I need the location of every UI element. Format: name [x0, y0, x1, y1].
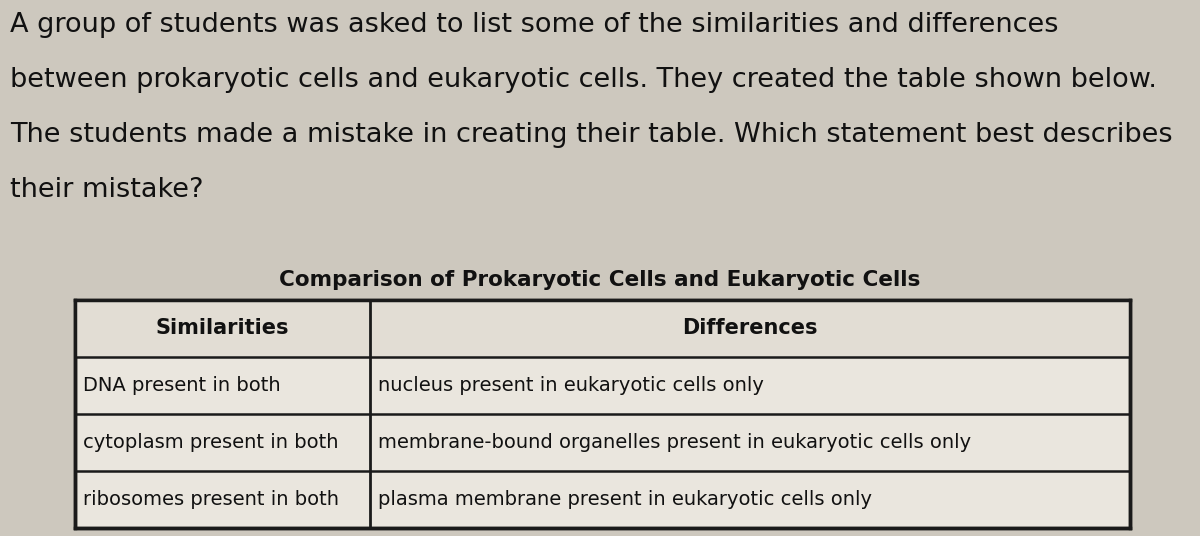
- Text: DNA present in both: DNA present in both: [83, 376, 281, 395]
- Bar: [74, 300, 1130, 357]
- Text: between prokaryotic cells and eukaryotic cells. They created the table shown bel: between prokaryotic cells and eukaryotic…: [10, 67, 1157, 93]
- Text: Similarities: Similarities: [156, 318, 289, 339]
- Text: cytoplasm present in both: cytoplasm present in both: [83, 433, 338, 452]
- Text: plasma membrane present in eukaryotic cells only: plasma membrane present in eukaryotic ce…: [378, 490, 872, 509]
- Text: Comparison of Prokaryotic Cells and Eukaryotic Cells: Comparison of Prokaryotic Cells and Euka…: [280, 270, 920, 290]
- Text: Differences: Differences: [683, 318, 817, 339]
- Text: membrane-bound organelles present in eukaryotic cells only: membrane-bound organelles present in euk…: [378, 433, 971, 452]
- Text: their mistake?: their mistake?: [10, 177, 204, 203]
- Text: ribosomes present in both: ribosomes present in both: [83, 490, 340, 509]
- Text: The students made a mistake in creating their table. Which statement best descri: The students made a mistake in creating …: [10, 122, 1172, 148]
- Text: nucleus present in eukaryotic cells only: nucleus present in eukaryotic cells only: [378, 376, 764, 395]
- Text: A group of students was asked to list some of the similarities and differences: A group of students was asked to list so…: [10, 12, 1058, 38]
- Bar: [74, 300, 1130, 528]
